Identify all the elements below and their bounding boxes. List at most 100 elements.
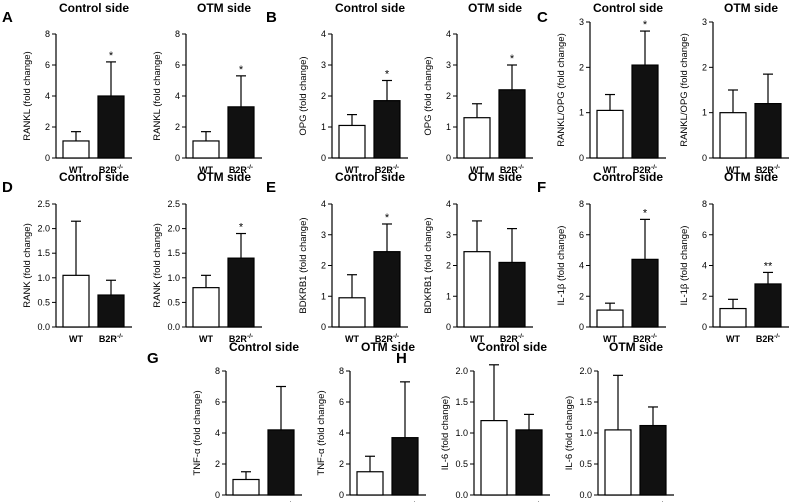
y-tick-label: 2: [579, 291, 584, 301]
y-axis-label: RANKL/OPG (fold change): [679, 33, 690, 147]
y-axis-label: RANKL (fold change): [22, 51, 33, 140]
category-label: WT: [199, 165, 213, 175]
y-tick-label: 4: [215, 428, 220, 438]
panel-letter-d: D: [2, 179, 13, 196]
chart-title: Control side: [335, 1, 405, 15]
category-label: WT: [345, 334, 359, 344]
chart-title: OTM side: [361, 340, 415, 354]
y-tick-label: 1.0: [579, 428, 592, 438]
category-label: B2R-/-: [633, 333, 657, 344]
bar-b2r: [97, 294, 125, 328]
chart-f-otm: OTM side 0 2 4 6 8 IL-1β (fold change) WT ** B2R-…: [679, 170, 789, 344]
bar-b2r: [97, 95, 125, 159]
category-label: WT: [470, 334, 484, 344]
y-tick-label: 8: [339, 366, 344, 376]
chart-c-otm: OTM side 0 1 2 3 RANKL/OPG (fold change) WT B2R…: [679, 1, 789, 175]
y-tick-label: 0.0: [455, 490, 468, 500]
category-label: B2R-/-: [375, 164, 399, 175]
bar-b2r: [227, 257, 255, 328]
category-label: WT: [199, 334, 213, 344]
panel-letter-g: G: [147, 350, 159, 367]
y-tick-label: 2.0: [167, 224, 180, 234]
y-tick-label: 3: [579, 17, 584, 27]
bar-wt: [356, 471, 384, 496]
y-tick-label: 3: [321, 60, 326, 70]
bar-wt: [719, 112, 747, 159]
y-tick-label: 1.5: [455, 397, 468, 407]
bar-b2r: [373, 100, 401, 159]
y-axis-label: RANKL/OPG (fold change): [556, 33, 567, 147]
y-tick-label: 0: [446, 322, 451, 332]
y-tick-label: 8: [702, 199, 707, 209]
y-axis-label: IL-1β (fold change): [679, 226, 690, 306]
bar-b2r: [373, 251, 401, 328]
y-tick-label: 3: [446, 60, 451, 70]
y-tick-label: 2: [321, 91, 326, 101]
bar-wt: [62, 140, 90, 159]
bar-b2r: [631, 64, 659, 159]
y-axis-label: BDKRB1 (fold change): [298, 217, 309, 313]
y-axis-label: OPG (fold change): [298, 56, 309, 135]
y-tick-label: 2: [45, 122, 50, 132]
y-axis-label: TNF-α (fold change): [192, 390, 203, 475]
y-tick-label: 0: [579, 153, 584, 163]
chart-title: OTM side: [468, 1, 522, 15]
category-label: B2R-/-: [99, 333, 123, 344]
category-label: WT: [726, 334, 740, 344]
chart-d-control: Control side 0.0 0.5 1.0 1.5 2.0 2.5 RANK (fold…: [22, 170, 132, 344]
chart-d-otm: OTM side 0.0 0.5 1.0 1.5 2.0 2.5 RANK (fold cha…: [152, 170, 262, 344]
chart-title: Control side: [335, 170, 405, 184]
significance-marker: *: [109, 50, 114, 62]
y-tick-label: 2: [446, 261, 451, 271]
y-tick-label: 3: [702, 17, 707, 27]
significance-marker: *: [239, 222, 244, 234]
y-tick-label: 1.0: [455, 428, 468, 438]
y-axis-label: IL-1β (fold change): [556, 226, 567, 306]
y-tick-label: 1: [321, 291, 326, 301]
y-tick-label: 8: [45, 29, 50, 39]
bar-b2r: [267, 429, 295, 496]
panel-letter-h: H: [396, 350, 407, 367]
y-tick-label: 1: [702, 108, 707, 118]
y-tick-label: 0: [45, 153, 50, 163]
y-tick-label: 2.5: [37, 199, 50, 209]
chart-title: Control side: [59, 1, 129, 15]
significance-marker: *: [385, 69, 390, 81]
y-tick-label: 4: [339, 428, 344, 438]
y-tick-label: 4: [702, 261, 707, 271]
y-axis-label: BDKRB1 (fold change): [423, 217, 434, 313]
chart-e-otm: OTM side 0 1 2 3 4 BDKRB1 (fold change) WT B2R-/…: [423, 170, 533, 344]
y-tick-label: 2: [321, 261, 326, 271]
y-tick-label: 0: [579, 322, 584, 332]
chart-a-otm: OTM side 0 2 4 6 8 RANKL (fold change) WT * B2R-/…: [152, 1, 262, 175]
y-tick-label: 8: [175, 29, 180, 39]
bar-b2r: [639, 424, 667, 496]
chart-title: Control side: [593, 1, 663, 15]
bar-wt: [338, 297, 366, 328]
y-tick-label: 8: [579, 199, 584, 209]
category-label: B2R-/-: [500, 164, 524, 175]
category-label: B2R-/-: [756, 333, 780, 344]
y-axis-label: TNF-α (fold change): [316, 390, 327, 475]
y-axis-label: RANKL (fold change): [152, 51, 163, 140]
y-tick-label: 0: [321, 322, 326, 332]
y-tick-label: 2.5: [167, 199, 180, 209]
category-label: WT: [69, 165, 83, 175]
category-label: WT: [345, 165, 359, 175]
category-label: B2R-/-: [375, 333, 399, 344]
significance-marker: *: [385, 212, 390, 224]
category-label: B2R-/-: [633, 164, 657, 175]
bar-b2r: [754, 283, 782, 328]
chart-title: Control side: [59, 170, 129, 184]
category-label: B2R-/-: [756, 164, 780, 175]
bar-wt: [719, 307, 747, 328]
y-tick-label: 1: [446, 122, 451, 132]
category-label: B2R-/-: [229, 333, 253, 344]
y-tick-label: 6: [579, 230, 584, 240]
y-tick-label: 0: [702, 153, 707, 163]
y-tick-label: 2.0: [37, 224, 50, 234]
chart-e-control: Control side 0 1 2 3 4 BDKRB1 (fold change) WT *…: [298, 170, 408, 344]
bar-wt: [463, 117, 491, 159]
